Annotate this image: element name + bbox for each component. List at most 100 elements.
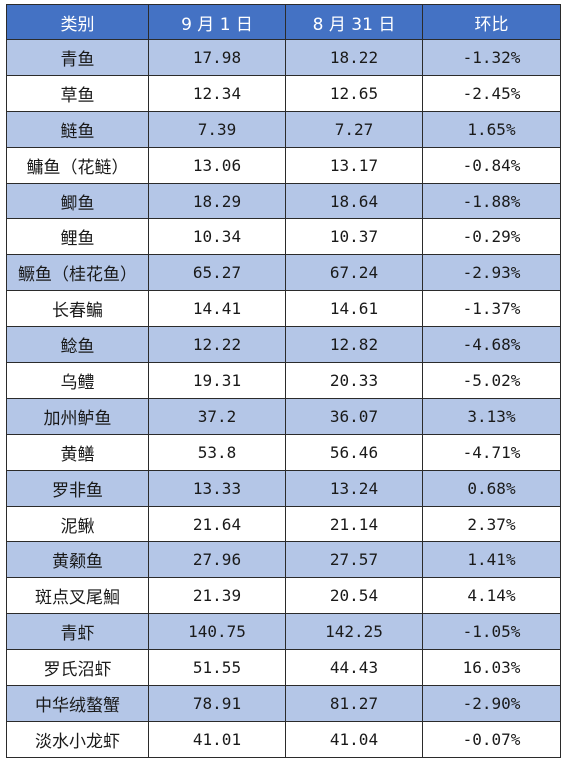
- change-cell: -2.93%: [422, 254, 561, 292]
- table-row: 长春鳊 14.41 14.61 -1.37%: [6, 290, 561, 328]
- aug-31-price-cell: 41.04: [285, 720, 423, 758]
- change-cell: 3.13%: [422, 397, 561, 435]
- aug-31-price-cell: 10.37: [285, 218, 423, 256]
- aug-31-price-cell: 142.25: [285, 613, 423, 651]
- table-row: 中华绒螯蟹 78.91 81.27 -2.90%: [6, 685, 561, 722]
- aug-31-price-cell: 44.43: [285, 649, 423, 687]
- table-row: 黄颡鱼 27.96 27.57 1.41%: [6, 541, 561, 579]
- aug-31-price-cell: 20.54: [285, 577, 423, 615]
- header-row: 类别 9 月 1 日 8 月 31 日 环比: [6, 4, 561, 40]
- table-row: 加州鲈鱼 37.2 36.07 3.13%: [6, 397, 561, 435]
- aug-31-price-cell: 21.14: [285, 505, 423, 543]
- category-cell: 泥鳅: [6, 505, 149, 543]
- sep-1-price-cell: 14.41: [148, 290, 286, 328]
- category-cell: 黄鳝: [6, 433, 149, 471]
- category-cell: 鲤鱼: [6, 218, 149, 256]
- table-row: 黄鳝 53.8 56.46 -4.71%: [6, 433, 561, 471]
- change-cell: 2.37%: [422, 505, 561, 543]
- table-row: 泥鳅 21.64 21.14 2.37%: [6, 505, 561, 543]
- change-cell: -5.02%: [422, 362, 561, 399]
- aug-31-price-cell: 18.64: [285, 182, 423, 220]
- table-row: 鳙鱼（花鲢） 13.06 13.17 -0.84%: [6, 146, 561, 184]
- aug-31-price-cell: 13.17: [285, 146, 423, 184]
- category-cell: 草鱼: [6, 74, 149, 112]
- aug-31-price-cell: 13.24: [285, 469, 423, 507]
- table-row: 青鱼 17.98 18.22 -1.32%: [6, 39, 561, 76]
- table-row: 草鱼 12.34 12.65 -2.45%: [6, 74, 561, 112]
- change-cell: -4.71%: [422, 433, 561, 471]
- table-row: 鲤鱼 10.34 10.37 -0.29%: [6, 218, 561, 256]
- sep-1-price-cell: 18.29: [148, 182, 286, 220]
- change-cell: -1.37%: [422, 290, 561, 328]
- category-cell: 斑点叉尾鮰: [6, 577, 149, 615]
- aug-31-price-cell: 14.61: [285, 290, 423, 328]
- sep-1-price-cell: 17.98: [148, 39, 286, 76]
- header-change: 环比: [422, 4, 561, 40]
- aug-31-price-cell: 7.27: [285, 110, 423, 148]
- table-row: 鲶鱼 12.22 12.82 -4.68%: [6, 326, 561, 364]
- change-cell: -2.90%: [422, 685, 561, 722]
- change-cell: -4.68%: [422, 326, 561, 364]
- header-aug-31: 8 月 31 日: [285, 4, 423, 40]
- category-cell: 长春鳊: [6, 290, 149, 328]
- sep-1-price-cell: 78.91: [148, 685, 286, 722]
- sep-1-price-cell: 7.39: [148, 110, 286, 148]
- aug-31-price-cell: 56.46: [285, 433, 423, 471]
- aug-31-price-cell: 12.65: [285, 74, 423, 112]
- sep-1-price-cell: 140.75: [148, 613, 286, 651]
- sep-1-price-cell: 12.34: [148, 74, 286, 112]
- sep-1-price-cell: 10.34: [148, 218, 286, 256]
- category-cell: 乌鳢: [6, 362, 149, 399]
- category-cell: 罗氏沼虾: [6, 649, 149, 687]
- table-body: 青鱼 17.98 18.22 -1.32% 草鱼 12.34 12.65 -2.45% 鲢鱼 7.…: [6, 39, 561, 758]
- aug-31-price-cell: 20.33: [285, 362, 423, 399]
- price-table: 类别 9 月 1 日 8 月 31 日 环比 青鱼 17.98 18.22 -1.32…: [6, 4, 561, 758]
- aug-31-price-cell: 27.57: [285, 541, 423, 579]
- category-cell: 鳙鱼（花鲢）: [6, 146, 149, 184]
- category-cell: 黄颡鱼: [6, 541, 149, 579]
- sep-1-price-cell: 27.96: [148, 541, 286, 579]
- category-cell: 鲢鱼: [6, 110, 149, 148]
- table-row: 乌鳢 19.31 20.33 -5.02%: [6, 362, 561, 399]
- aug-31-price-cell: 18.22: [285, 39, 423, 76]
- change-cell: -0.07%: [422, 720, 561, 758]
- aug-31-price-cell: 81.27: [285, 685, 423, 722]
- sep-1-price-cell: 19.31: [148, 362, 286, 399]
- category-cell: 青鱼: [6, 39, 149, 76]
- category-cell: 鲶鱼: [6, 326, 149, 364]
- sep-1-price-cell: 37.2: [148, 397, 286, 435]
- sep-1-price-cell: 51.55: [148, 649, 286, 687]
- table-row: 罗非鱼 13.33 13.24 0.68%: [6, 469, 561, 507]
- aug-31-price-cell: 67.24: [285, 254, 423, 292]
- change-cell: -0.29%: [422, 218, 561, 256]
- sep-1-price-cell: 13.06: [148, 146, 286, 184]
- table-row: 青虾 140.75 142.25 -1.05%: [6, 613, 561, 651]
- change-cell: -2.45%: [422, 74, 561, 112]
- table-row: 斑点叉尾鮰 21.39 20.54 4.14%: [6, 577, 561, 615]
- change-cell: 1.65%: [422, 110, 561, 148]
- category-cell: 鳜鱼（桂花鱼）: [6, 254, 149, 292]
- change-cell: 4.14%: [422, 577, 561, 615]
- table-row: 罗氏沼虾 51.55 44.43 16.03%: [6, 649, 561, 687]
- header-sep-1: 9 月 1 日: [148, 4, 286, 40]
- category-cell: 青虾: [6, 613, 149, 651]
- table-row: 鲢鱼 7.39 7.27 1.65%: [6, 110, 561, 148]
- sep-1-price-cell: 21.64: [148, 505, 286, 543]
- change-cell: -0.84%: [422, 146, 561, 184]
- aug-31-price-cell: 36.07: [285, 397, 423, 435]
- category-cell: 罗非鱼: [6, 469, 149, 507]
- aug-31-price-cell: 12.82: [285, 326, 423, 364]
- sep-1-price-cell: 41.01: [148, 720, 286, 758]
- sep-1-price-cell: 13.33: [148, 469, 286, 507]
- header-category: 类别: [6, 4, 149, 40]
- sep-1-price-cell: 53.8: [148, 433, 286, 471]
- table-row: 鲫鱼 18.29 18.64 -1.88%: [6, 182, 561, 220]
- category-cell: 加州鲈鱼: [6, 397, 149, 435]
- category-cell: 中华绒螯蟹: [6, 685, 149, 722]
- change-cell: -1.32%: [422, 39, 561, 76]
- change-cell: 1.41%: [422, 541, 561, 579]
- table-row: 鳜鱼（桂花鱼） 65.27 67.24 -2.93%: [6, 254, 561, 292]
- table-header: 类别 9 月 1 日 8 月 31 日 环比: [6, 4, 561, 40]
- category-cell: 淡水小龙虾: [6, 720, 149, 758]
- sep-1-price-cell: 65.27: [148, 254, 286, 292]
